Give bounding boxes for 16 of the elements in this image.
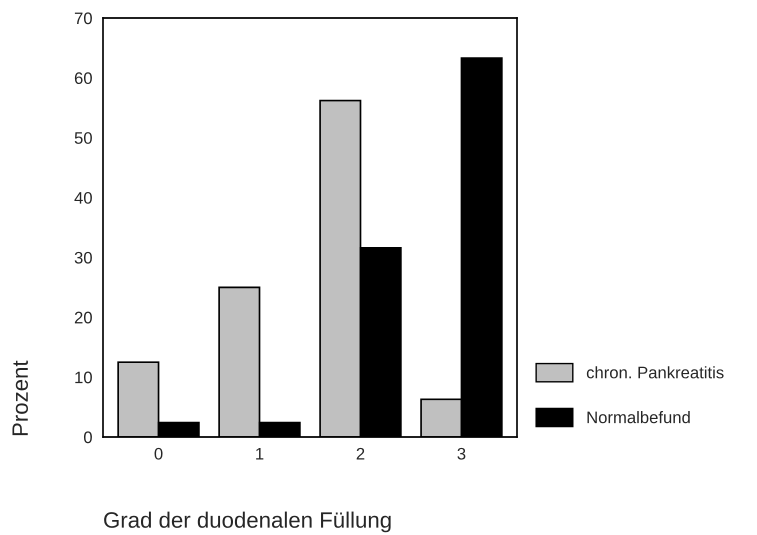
y-tick-label: 70 [74,12,92,24]
y-axis-title: Prozent [12,360,28,436]
x-tick-label: 2 [356,448,364,460]
y-tick-label: 20 [74,312,92,324]
y-tick-label: 60 [74,72,92,84]
y-tick-label: 10 [75,372,92,384]
x-tick-label: 0 [154,448,163,460]
x-tick-label: 1 [256,448,264,460]
y-tick-label: 40 [74,192,92,204]
x-tick-label: 3 [457,448,466,460]
y-tick-label: 0 [84,431,92,444]
legend-label: chron. Pankreatitis [586,366,724,378]
y-tick-label: 30 [74,252,92,264]
legend-label: Normalbefund [588,411,690,424]
y-tick-label: 50 [74,132,92,144]
x-axis-title: Grad der duodenalen Füllung [104,512,391,532]
